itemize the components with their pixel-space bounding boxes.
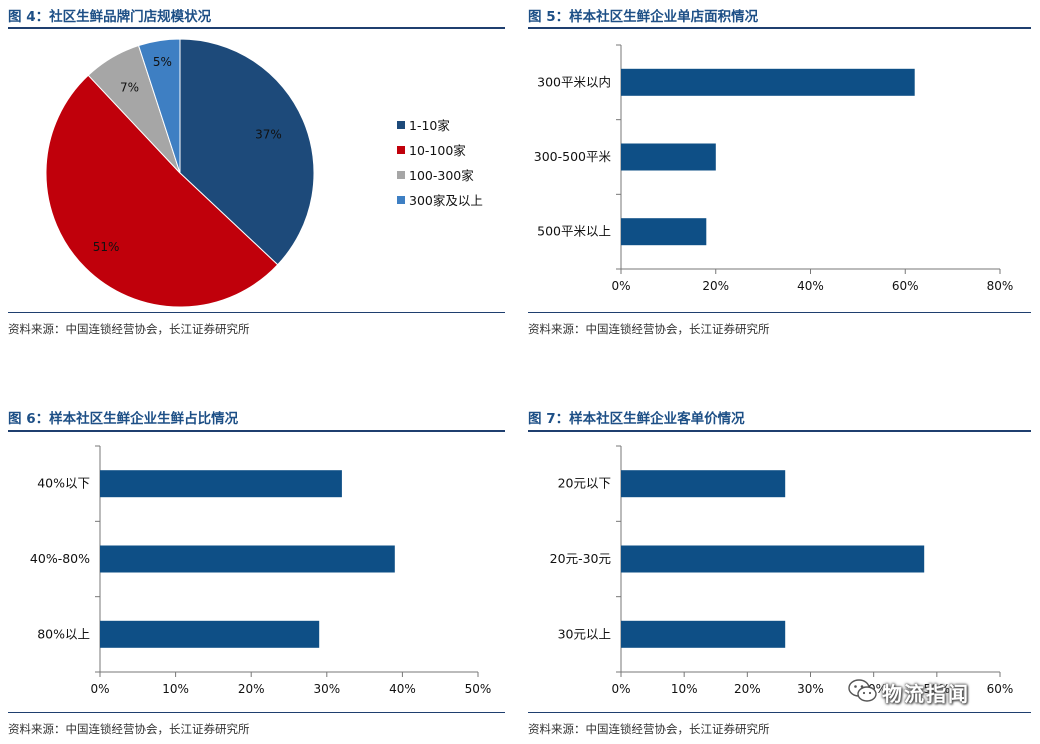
bar-2 [100, 545, 395, 573]
bar-3 [621, 218, 707, 246]
x-tick-label: 0% [611, 682, 630, 696]
pie-data-label-4: 5% [153, 55, 172, 69]
category-label-3: 80%以上 [37, 626, 90, 641]
pie-data-label-1: 37% [255, 128, 282, 142]
category-label-1: 300平米以内 [537, 74, 611, 89]
category-label-2: 40%-80% [30, 551, 90, 566]
x-tick-label: 20% [238, 682, 265, 696]
legend-swatch-1 [397, 121, 405, 129]
figure-7-title: 图 7：样本社区生鲜企业客单价情况 [528, 411, 745, 427]
category-label-1: 40%以下 [37, 476, 90, 491]
x-tick-label: 20% [734, 682, 761, 696]
pie-slice-4 [137, 38, 181, 174]
figure-6-source: 资料来源：中国连锁经营协会，长江证券研究所 [8, 722, 250, 736]
watermark: 物流指闻 [848, 676, 1038, 706]
figure-4-source: 资料来源：中国连锁经营协会，长江证券研究所 [8, 322, 250, 336]
category-label-3: 30元以上 [558, 626, 611, 641]
x-tick-label: 50% [923, 682, 950, 696]
legend-swatch-3 [397, 171, 405, 179]
x-tick-label: 30% [797, 682, 824, 696]
figure-4-title: 图 4：社区生鲜品牌门店规模状况 [8, 9, 212, 25]
bar-3 [100, 620, 320, 648]
bar-1 [621, 470, 786, 498]
x-tick-label: 50% [465, 682, 492, 696]
legend-label-3: 100-300家 [409, 168, 474, 183]
bar-1 [100, 470, 342, 498]
x-tick-label: 10% [671, 682, 698, 696]
x-tick-label: 60% [892, 279, 919, 293]
bar-2 [621, 143, 716, 171]
figure-7-bottom-rule [528, 712, 1031, 713]
watermark-text: 物流指闻 [882, 682, 970, 706]
pie-slice-2 [45, 74, 279, 308]
x-tick-label: 40% [797, 279, 824, 293]
figure-6-title-rule [8, 430, 505, 432]
pie-slice-1 [179, 38, 315, 266]
figure-6-title: 图 6：样本社区生鲜企业生鲜占比情况 [8, 411, 239, 427]
legend-swatch-2 [397, 146, 405, 154]
category-label-1: 20元以下 [558, 476, 611, 491]
figure-5-title: 图 5：样本社区生鲜企业单店面积情况 [528, 9, 759, 25]
x-tick-label: 30% [313, 682, 340, 696]
legend-swatch-4 [397, 196, 405, 204]
x-tick-label: 0% [90, 682, 109, 696]
category-label-2: 20元-30元 [550, 551, 611, 566]
figure-4-panel: 图 4：社区生鲜品牌门店规模状况 37% 51% 7% 5% 1-10家 10-100家 1… [8, 0, 505, 345]
legend-label-2: 10-100家 [409, 143, 466, 158]
x-tick-label: 40% [389, 682, 416, 696]
bar-3 [621, 620, 786, 648]
figure-5-bottom-rule [528, 312, 1031, 313]
figure-7-source: 资料来源：中国连锁经营协会，长江证券研究所 [528, 722, 770, 736]
bar-1 [621, 68, 915, 96]
x-tick-label: 80% [987, 279, 1014, 293]
figure-6-panel: 图 6：样本社区生鲜企业生鲜占比情况 0% 10% 20% 30% 40% 50% 40%以… [8, 400, 505, 744]
category-label-2: 300-500平米 [534, 149, 612, 164]
x-tick-label: 60% [987, 682, 1014, 696]
pie-data-label-2: 51% [93, 240, 120, 254]
figure-7-title-rule [528, 430, 1031, 432]
category-label-3: 500平米以上 [537, 224, 611, 239]
bar-2 [621, 545, 925, 573]
x-tick-label: 10% [162, 682, 189, 696]
figure-4-bottom-rule [8, 312, 505, 313]
wechat-icon [848, 679, 877, 702]
figure-5-source: 资料来源：中国连锁经营协会，长江证券研究所 [528, 322, 770, 336]
figure-7-panel: 图 7：样本社区生鲜企业客单价情况 0%10%20%30%40%50%60%20… [528, 400, 1031, 744]
figure-4-pie-chart: 37% 51% 7% 5% 1-10家 10-100家 100-300家 300家及以上 [45, 38, 483, 308]
x-tick-label: 20% [702, 279, 729, 293]
figure-6-bar-chart: 0% 10% 20% 30% 40% 50% 40%以下 40%-80% 80%以上 [30, 445, 492, 696]
legend-label-4: 300家及以上 [409, 193, 483, 208]
figure-6-bottom-rule [8, 712, 505, 713]
legend-label-1: 1-10家 [409, 118, 450, 133]
figure-4-title-rule [8, 27, 505, 29]
pie-data-label-3: 7% [120, 81, 139, 95]
x-tick-label: 0% [611, 279, 630, 293]
figure-5-panel: 图 5：样本社区生鲜企业单店面积情况 0% 20% 40% 60% 80% 300平米以内… [528, 0, 1031, 345]
figure-5-title-rule [528, 27, 1031, 29]
figure-5-bar-chart: 0% 20% 40% 60% 80% 300平米以内 300-500平米 500平米以上 [534, 44, 1014, 293]
